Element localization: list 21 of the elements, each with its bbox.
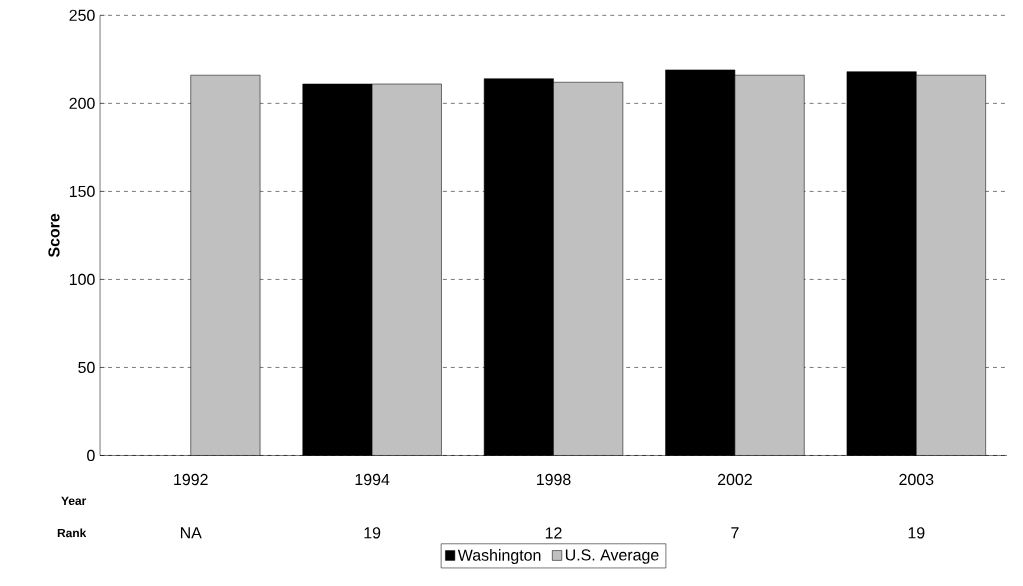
x-tick-label: 2002	[717, 473, 752, 486]
x-tick-label: 1998	[536, 473, 571, 486]
text: Rank	[57, 528, 87, 538]
text: 19	[364, 527, 381, 539]
x-tick-label: 1992	[174, 473, 208, 486]
y-tick-label: 50	[78, 361, 95, 373]
y-tick-label: 150	[69, 185, 95, 197]
text: 12	[545, 527, 562, 539]
text: 19	[908, 527, 925, 539]
x-tick-label: 1994	[355, 473, 390, 486]
legend-label: Washington	[457, 549, 541, 564]
legend-label: U.S. Average	[565, 549, 659, 564]
x-tick-label: 2003	[899, 473, 934, 486]
text: 7	[731, 527, 739, 539]
y-tick-label: 200	[69, 97, 95, 109]
y-tick-label: 0	[87, 449, 95, 462]
x-axis-title: Year	[61, 496, 87, 505]
text: NA	[180, 527, 202, 539]
y-tick-label: 100	[69, 273, 95, 285]
y-tick-label: 250	[69, 9, 95, 21]
y-axis-title: Score	[48, 213, 60, 258]
